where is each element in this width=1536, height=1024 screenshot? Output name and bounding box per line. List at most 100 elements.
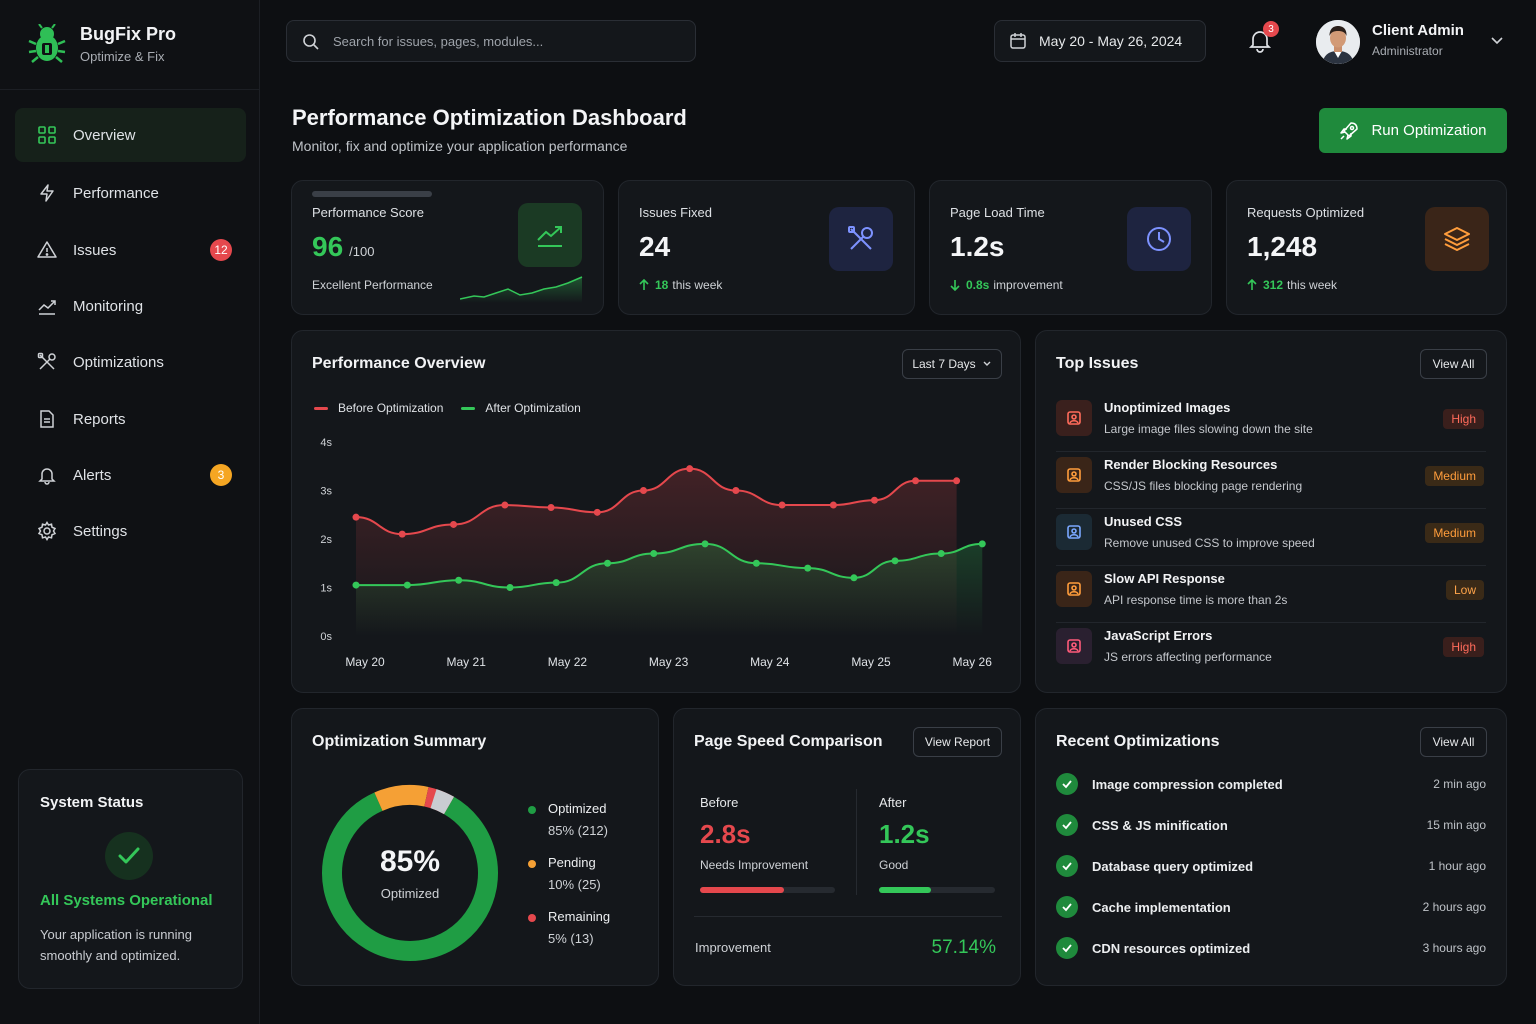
recent-item: CDN resources optimized 3 hours ago xyxy=(1056,936,1486,960)
series-area xyxy=(356,543,983,636)
after-note: Good xyxy=(879,858,909,872)
before-progress-track xyxy=(700,887,835,893)
data-point xyxy=(506,584,514,591)
chart-legend: Before Optimization After Optimization xyxy=(314,401,581,415)
search-bar[interactable] xyxy=(286,20,696,62)
recent-item-time: 2 hours ago xyxy=(1422,900,1486,914)
page-speed-title: Page Speed Comparison xyxy=(694,733,883,750)
bell-icon xyxy=(38,468,56,485)
search-input[interactable] xyxy=(333,21,683,61)
data-point xyxy=(552,579,560,587)
issue-row[interactable]: Unused CSS Remove unused CSS to improve s… xyxy=(1056,509,1486,566)
recent-item-time: 2 min ago xyxy=(1433,777,1486,791)
optimization-donut-chart xyxy=(322,785,498,961)
data-point xyxy=(752,559,760,567)
range-dropdown[interactable]: Last 7 Days xyxy=(902,349,1002,379)
check-circle-icon xyxy=(1056,773,1078,795)
sidebar-item-performance[interactable]: Performance xyxy=(15,166,246,220)
rocket-icon xyxy=(1340,121,1359,140)
issue-title: Unused CSS xyxy=(1104,514,1183,529)
sidebar-item-monitoring[interactable]: Monitoring xyxy=(15,279,246,333)
sidebar-item-overview[interactable]: Overview xyxy=(15,108,246,162)
code-icon xyxy=(1056,457,1092,493)
bug-icon xyxy=(1056,628,1092,664)
data-point xyxy=(701,540,709,548)
data-point xyxy=(398,530,406,538)
arrow-down-icon xyxy=(950,280,960,291)
issues-fixed-card: Issues Fixed 24 18 this week xyxy=(618,180,915,315)
recent-item-text: CSS & JS minification xyxy=(1092,817,1228,833)
data-point xyxy=(352,513,360,521)
user-name[interactable]: Client Admin xyxy=(1372,22,1464,39)
recent-item-time: 15 min ago xyxy=(1426,818,1486,832)
issue-description: Remove unused CSS to improve speed xyxy=(1104,536,1315,550)
data-point xyxy=(593,508,601,516)
stat-note: Excellent Performance xyxy=(312,278,433,292)
optimization-summary-card: Optimization Summary 85% Optimized Optim… xyxy=(291,708,659,986)
stat-note: 18 this week xyxy=(639,278,722,292)
sidebar-item-label: Settings xyxy=(73,522,128,540)
legend-dot xyxy=(528,860,536,868)
data-point xyxy=(604,559,612,567)
check-circle-icon xyxy=(1056,896,1078,918)
recent-item: Database query optimized 1 hour ago xyxy=(1056,854,1486,878)
chevron-down-icon xyxy=(983,361,991,366)
grid-icon xyxy=(38,126,56,144)
top-issues-view-all-button[interactable]: View All xyxy=(1420,349,1487,379)
legend-before: Before Optimization xyxy=(338,401,444,415)
performance-score-card: Performance Score 96/100 Excellent Perfo… xyxy=(291,180,604,315)
before-note: Needs Improvement xyxy=(700,858,809,872)
requests-optimized-card: Requests Optimized 1,248 312 this week xyxy=(1226,180,1507,315)
improvement-value: 57.14% xyxy=(931,937,996,958)
css-icon xyxy=(1056,514,1092,550)
sidebar-item-settings[interactable]: Settings xyxy=(15,504,246,558)
clock-icon xyxy=(1127,207,1191,271)
data-point xyxy=(937,550,945,558)
data-point xyxy=(829,501,837,509)
issue-row[interactable]: Unoptimized Images Large image files slow… xyxy=(1056,395,1486,452)
issue-row[interactable]: JavaScript Errors JS errors affecting per… xyxy=(1056,623,1486,680)
arrow-up-icon xyxy=(639,279,649,290)
recent-item-text: Image compression completed xyxy=(1092,776,1283,792)
donut-center-label: Optimized xyxy=(380,886,440,901)
sidebar-item-issues[interactable]: Issues 12 xyxy=(15,223,246,277)
after-label: After xyxy=(879,795,907,810)
check-circle-icon xyxy=(1056,814,1078,836)
recent-optimizations-card: Recent Optimizations View All Image comp… xyxy=(1035,708,1507,986)
issue-row[interactable]: Slow API Response API response time is mo… xyxy=(1056,566,1486,623)
sidebar-item-alerts[interactable]: Alerts 3 xyxy=(15,448,246,502)
recent-item-text: Cache implementation xyxy=(1092,899,1231,915)
sidebar-item-label: Issues xyxy=(73,241,117,259)
recent-item-time: 1 hour ago xyxy=(1428,859,1486,873)
legend-swatch-before xyxy=(314,406,328,410)
gear-icon xyxy=(37,521,57,541)
summary-legend-label: Pending xyxy=(548,855,596,870)
date-range-picker[interactable]: May 20 - May 26, 2024 xyxy=(994,20,1206,62)
avatar[interactable] xyxy=(1316,20,1360,64)
run-optimization-button[interactable]: Run Optimization xyxy=(1319,108,1507,153)
issue-row[interactable]: Render Blocking Resources CSS/JS files bl… xyxy=(1056,452,1486,509)
x-tick-label: May 26 xyxy=(953,655,993,669)
recent-view-all-button[interactable]: View All xyxy=(1420,727,1487,757)
chevron-down-icon[interactable] xyxy=(1490,34,1504,48)
stat-label: Performance Score xyxy=(312,205,424,220)
arrow-up-icon xyxy=(1247,279,1257,290)
summary-legend-value: 5% (13) xyxy=(548,931,594,946)
y-tick-label: 3s xyxy=(320,486,332,498)
recent-item: Image compression completed 2 min ago xyxy=(1056,772,1486,796)
y-tick-label: 4s xyxy=(320,437,332,449)
before-progress-fill xyxy=(700,887,784,893)
summary-legend-value: 85% (212) xyxy=(548,823,608,838)
issue-description: JS errors affecting performance xyxy=(1104,650,1272,664)
sidebar-item-reports[interactable]: Reports xyxy=(15,392,246,446)
tools-icon xyxy=(37,352,56,370)
y-tick-label: 1s xyxy=(320,583,332,595)
data-point xyxy=(804,564,812,572)
system-status-title: System Status xyxy=(40,794,144,811)
sidebar-item-label: Optimizations xyxy=(73,353,164,371)
donut-center-value: 85% xyxy=(379,845,441,878)
api-icon xyxy=(1056,571,1092,607)
sidebar-item-optimizations[interactable]: Optimizations xyxy=(15,335,246,389)
view-report-button[interactable]: View Report xyxy=(913,727,1002,757)
performance-overview-card: Performance Overview Last 7 Days Before … xyxy=(291,330,1021,693)
